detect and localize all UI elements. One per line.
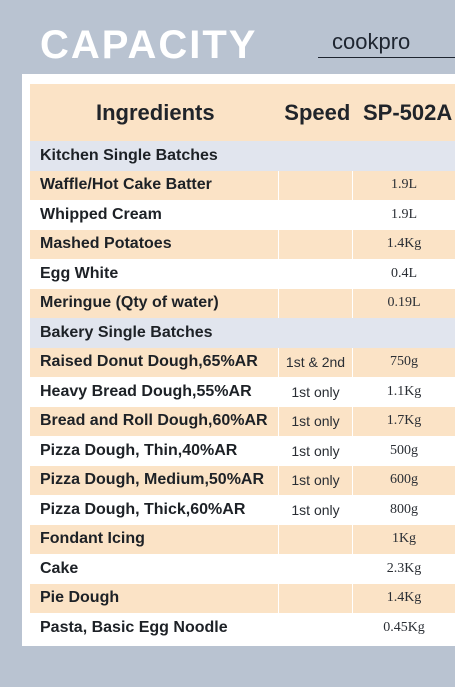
- speed-cell: 1st only: [278, 465, 353, 495]
- ingredient-cell: Fondant Icing: [40, 530, 145, 548]
- ingredient-cell: Waffle/Hot Cake Batter: [40, 176, 212, 194]
- table-header: Ingredients Speed SP-502A: [30, 84, 455, 141]
- capacity-cell: 0.4L: [390, 265, 418, 281]
- table-row: Pizza Dough, Thick,60%AR 1st only 800g: [30, 495, 455, 525]
- capacity-cell: 1Kg: [391, 531, 417, 547]
- table-row: Fondant Icing 1Kg: [30, 524, 455, 554]
- speed-cell: [278, 229, 353, 259]
- column-header-model: SP-502A: [362, 99, 453, 125]
- capacity-cell: 0.19L: [387, 295, 421, 311]
- ingredient-cell: Whipped Cream: [40, 205, 162, 223]
- section-row: Bakery Single Batches: [30, 318, 455, 348]
- speed-cell: 1st only: [278, 406, 353, 436]
- ingredient-cell: Cake: [40, 559, 79, 577]
- table-row: Whipped Cream 1.9L: [30, 200, 455, 230]
- speed-cell: [278, 583, 353, 613]
- ingredient-cell: Pizza Dough, Medium,50%AR: [40, 471, 265, 489]
- speed-cell: [278, 554, 353, 584]
- capacity-cell: 500g: [390, 442, 418, 458]
- table-row: Raised Donut Dough,65%AR 1st & 2nd 750g: [30, 347, 455, 377]
- section-label: Kitchen Single Batches: [40, 146, 218, 164]
- capacity-cell: 1.1Kg: [386, 383, 422, 399]
- section-label: Bakery Single Batches: [40, 323, 213, 341]
- speed-cell: 1st & 2nd: [278, 347, 353, 377]
- table-row: Mashed Potatoes 1.4Kg: [30, 229, 455, 259]
- table-row: Pie Dough 1.4Kg: [30, 583, 455, 613]
- speed-cell: [278, 613, 353, 643]
- capacity-cell: 600g: [390, 472, 418, 488]
- brand-name: cookpro: [332, 29, 411, 54]
- table-row: Bread and Roll Dough,60%AR 1st only 1.7Kg: [30, 406, 455, 436]
- brand-underline: [318, 57, 455, 58]
- column-header-ingredients: Ingredients: [96, 99, 215, 125]
- ingredient-cell: Heavy Bread Dough,55%AR: [40, 382, 252, 400]
- speed-cell: [278, 524, 353, 554]
- ingredient-cell: Egg White: [40, 264, 119, 282]
- speed-cell: [278, 259, 353, 289]
- speed-cell: [278, 200, 353, 230]
- speed-cell: 1st only: [278, 436, 353, 466]
- speed-cell: 1st only: [278, 377, 353, 407]
- capacity-cell: 1.4Kg: [386, 236, 422, 252]
- table-row: Cake 2.3Kg: [30, 554, 455, 584]
- capacity-cell: 750g: [390, 354, 418, 370]
- table-row: Pasta, Basic Egg Noodle 0.45Kg: [30, 613, 455, 643]
- ingredient-cell: Pasta, Basic Egg Noodle: [40, 618, 228, 636]
- table-row: Meringue (Qty of water) 0.19L: [30, 288, 455, 318]
- ingredient-cell: Pizza Dough, Thin,40%AR: [40, 441, 238, 459]
- table-row: Egg White 0.4L: [30, 259, 455, 289]
- speed-cell: 1st only: [278, 495, 353, 525]
- table-row: Waffle/Hot Cake Batter 1.9L: [30, 170, 455, 200]
- capacity-cell: 1.9L: [390, 206, 418, 222]
- table-row: Pizza Dough, Thin,40%AR 1st only 500g: [30, 436, 455, 466]
- capacity-cell: 2.3Kg: [386, 560, 422, 576]
- speed-cell: [278, 170, 353, 200]
- table-body: Kitchen Single Batches Waffle/Hot Cake Ba…: [30, 141, 455, 643]
- capacity-cell: 800g: [390, 501, 418, 517]
- capacity-cell: 1.7Kg: [386, 413, 422, 429]
- table-row: Heavy Bread Dough,55%AR 1st only 1.1Kg: [30, 377, 455, 407]
- section-row: Kitchen Single Batches: [30, 141, 455, 171]
- ingredient-cell: Pie Dough: [40, 589, 120, 607]
- ingredient-cell: Meringue (Qty of water): [40, 294, 219, 312]
- table-top-band: [22, 74, 455, 82]
- ingredient-cell: Pizza Dough, Thick,60%AR: [40, 500, 246, 518]
- capacity-cell: 0.45Kg: [383, 619, 425, 635]
- speed-cell: [278, 288, 353, 318]
- capacity-cell: 1.9L: [390, 177, 418, 193]
- ingredient-cell: Bread and Roll Dough,60%AR: [40, 412, 268, 430]
- column-header-speed: Speed: [284, 99, 351, 125]
- page-title: CAPACITY: [40, 23, 258, 67]
- capacity-cell: 1.4Kg: [386, 590, 422, 606]
- ingredient-cell: Raised Donut Dough,65%AR: [40, 353, 258, 371]
- table-row: Pizza Dough, Medium,50%AR 1st only 600g: [30, 465, 455, 495]
- ingredient-cell: Mashed Potatoes: [40, 235, 172, 253]
